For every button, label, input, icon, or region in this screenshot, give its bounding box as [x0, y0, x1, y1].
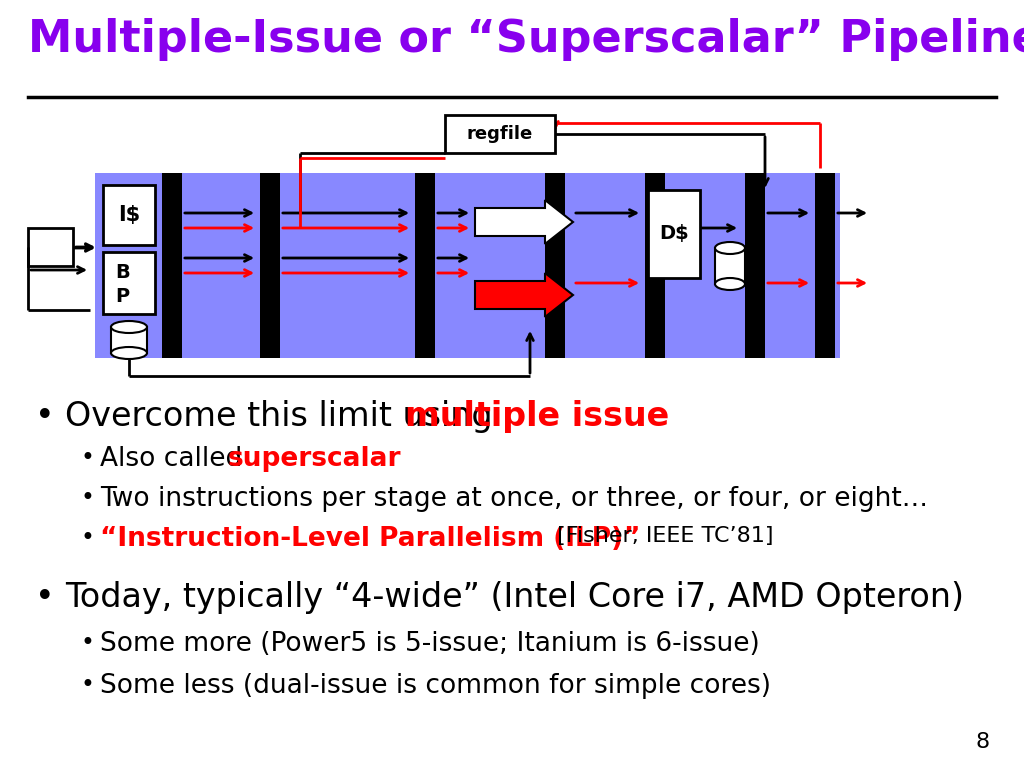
Text: “Instruction-Level Parallelism (ILP)”: “Instruction-Level Parallelism (ILP)”: [100, 526, 640, 552]
Bar: [745, 173, 765, 358]
Text: B: B: [115, 263, 130, 282]
Text: P: P: [115, 286, 129, 306]
Text: Multiple-Issue or “Superscalar” Pipeline: Multiple-Issue or “Superscalar” Pipeline: [28, 18, 1024, 61]
Text: Also called: Also called: [100, 446, 251, 472]
Text: Two instructions per stage at once, or three, or four, or eight…: Two instructions per stage at once, or t…: [100, 486, 928, 512]
Text: •: •: [80, 446, 94, 470]
Text: •: •: [80, 631, 94, 655]
Text: D$: D$: [659, 224, 689, 243]
Bar: [648, 190, 700, 278]
Bar: [815, 173, 835, 358]
Text: I$: I$: [118, 205, 140, 225]
Ellipse shape: [111, 321, 147, 333]
Text: •: •: [35, 400, 54, 433]
Text: •: •: [80, 486, 94, 510]
Bar: [103, 185, 155, 245]
Text: Some less (dual-issue is common for simple cores): Some less (dual-issue is common for simp…: [100, 673, 771, 699]
Text: [Fisher, IEEE TC’81]: [Fisher, IEEE TC’81]: [550, 526, 773, 546]
Text: •: •: [80, 673, 94, 697]
Text: Overcome this limit using: Overcome this limit using: [65, 400, 503, 433]
Bar: [415, 173, 435, 358]
Bar: [111, 327, 147, 353]
Text: •: •: [80, 526, 94, 550]
Bar: [545, 173, 565, 358]
Text: Some more (Power5 is 5-issue; Itanium is 6-issue): Some more (Power5 is 5-issue; Itanium is…: [100, 631, 760, 657]
Bar: [645, 173, 665, 358]
Ellipse shape: [715, 242, 745, 254]
Text: superscalar: superscalar: [228, 446, 401, 472]
Bar: [715, 248, 745, 284]
Polygon shape: [475, 273, 573, 317]
Text: Today, typically “4-wide” (Intel Core i7, AMD Opteron): Today, typically “4-wide” (Intel Core i7…: [65, 581, 964, 614]
Bar: [162, 173, 182, 358]
Text: regfile: regfile: [467, 125, 534, 143]
Bar: [445, 115, 555, 153]
Bar: [95, 173, 840, 358]
Text: •: •: [35, 581, 54, 614]
Bar: [260, 173, 280, 358]
Text: 8: 8: [976, 732, 990, 752]
Bar: [103, 252, 155, 314]
Ellipse shape: [111, 347, 147, 359]
Text: multiple issue: multiple issue: [406, 400, 670, 433]
Bar: [28, 228, 73, 266]
Ellipse shape: [715, 278, 745, 290]
Polygon shape: [475, 200, 573, 244]
